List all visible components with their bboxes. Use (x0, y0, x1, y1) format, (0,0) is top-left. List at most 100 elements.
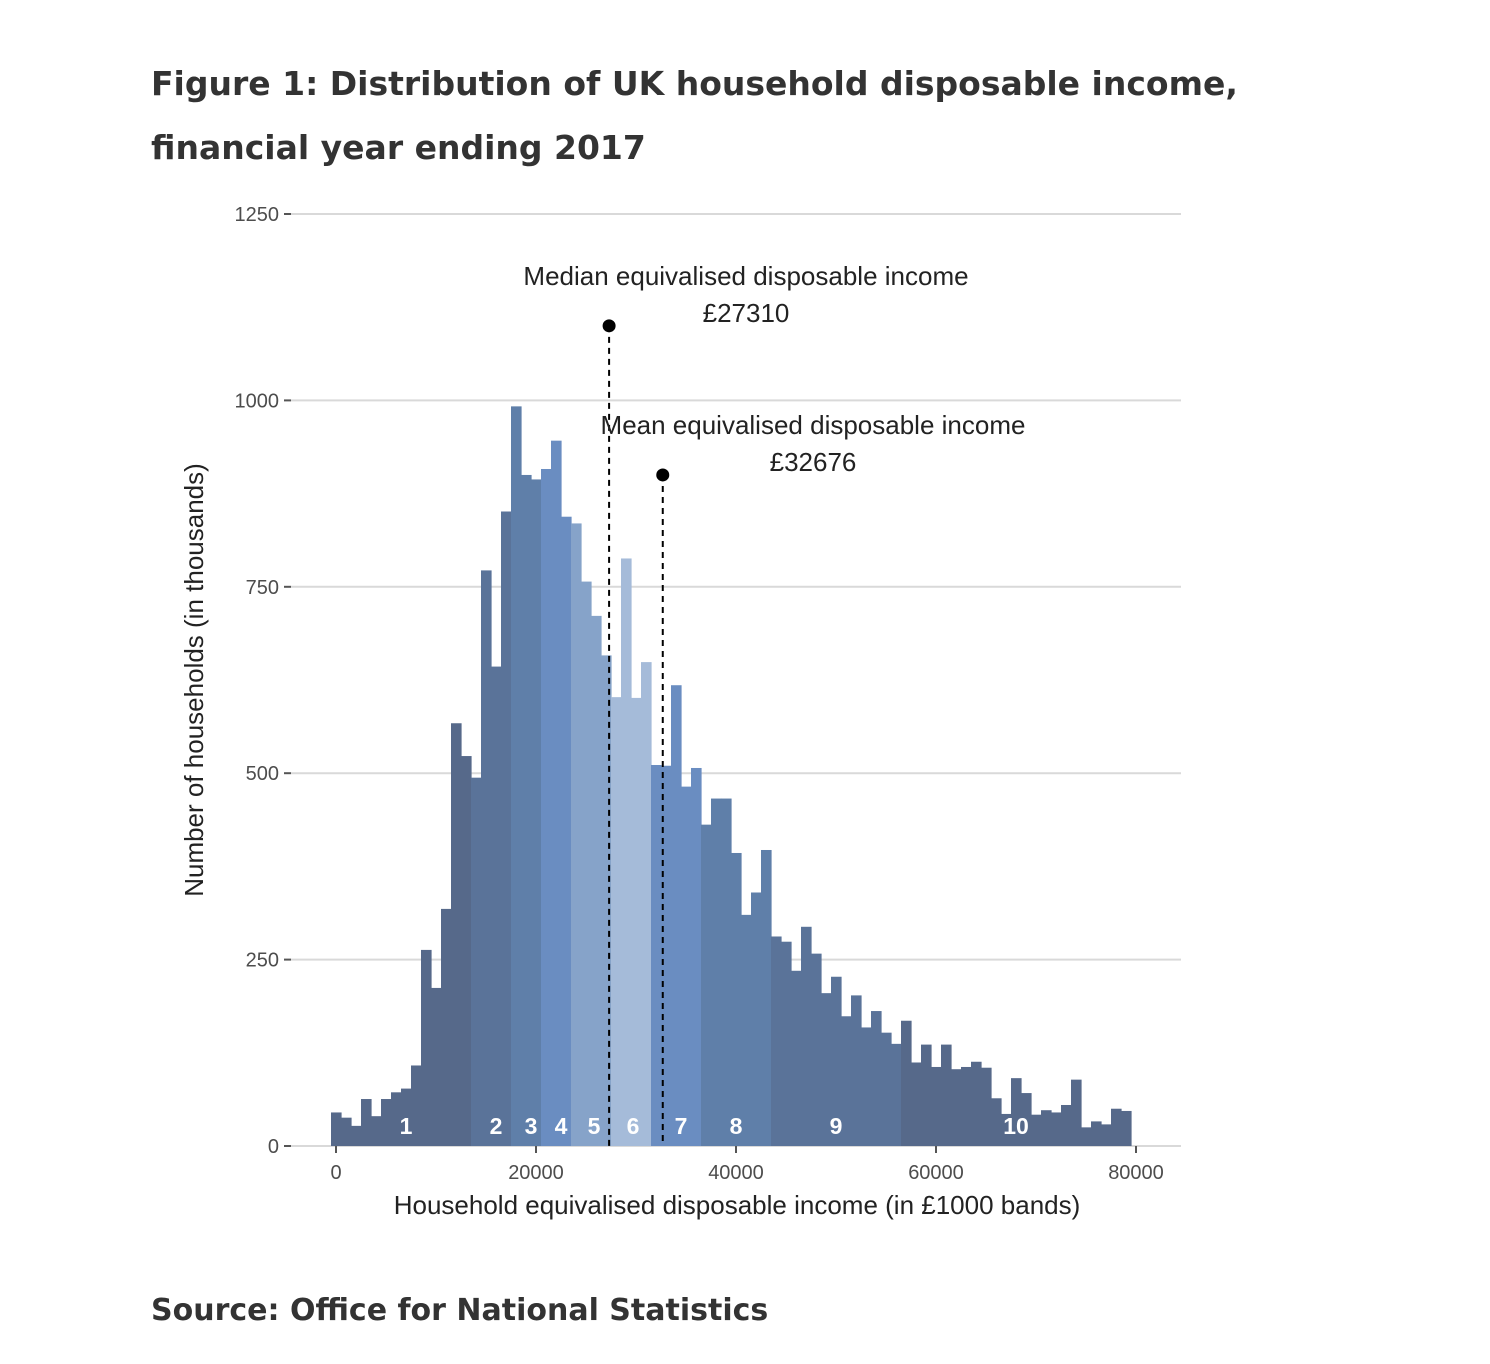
histogram-bar (661, 765, 672, 1146)
histogram-bar (751, 892, 762, 1146)
histogram-bar (361, 1099, 372, 1146)
y-tick-label: 0 (268, 1136, 279, 1158)
histogram-bar (581, 581, 592, 1146)
x-tick-label: 80000 (1108, 1162, 1164, 1184)
decile-label: 8 (730, 1113, 743, 1139)
decile-label: 5 (588, 1113, 601, 1139)
histogram-bar (1061, 1104, 1072, 1146)
mean-annotation-label: Mean equivalised disposable income (601, 410, 1026, 440)
histogram-bar (611, 697, 622, 1146)
histogram-bar (1031, 1114, 1042, 1146)
histogram-bar (1121, 1110, 1132, 1146)
histogram-bar (421, 949, 432, 1146)
histogram-bar (631, 697, 642, 1146)
histogram-bar (471, 777, 482, 1146)
histogram-bar (681, 786, 692, 1146)
decile-label: 10 (1003, 1113, 1029, 1139)
figure-title: Figure 1: Distribution of UK household d… (151, 64, 1238, 167)
histogram-bar (511, 406, 522, 1146)
histogram-bar (1081, 1127, 1092, 1146)
histogram-bar (1021, 1093, 1032, 1146)
decile-labels: 1 2 3 4 5 6 7 8 9 10 (400, 1113, 1029, 1139)
histogram-bar (481, 570, 492, 1146)
decile-label: 4 (555, 1113, 568, 1139)
y-tick-label: 1000 (235, 390, 280, 412)
histogram-bar (901, 1020, 912, 1146)
histogram-bar (721, 798, 732, 1146)
histogram-bar (811, 953, 822, 1146)
histogram-bar (331, 1112, 342, 1146)
histogram-bar (561, 516, 572, 1146)
histogram-bar (1111, 1108, 1122, 1146)
histogram-bar (381, 1099, 392, 1146)
histogram-bar (601, 655, 612, 1146)
histogram-bar (591, 615, 602, 1146)
mean-marker (656, 468, 670, 482)
histogram-bar (341, 1117, 352, 1146)
histogram-bar (441, 908, 452, 1146)
histogram-bar (831, 976, 842, 1146)
histogram-bar (1041, 1110, 1052, 1146)
histogram-bar (931, 1066, 942, 1146)
histogram-bar (521, 474, 532, 1147)
x-tick-label: 20000 (508, 1162, 564, 1184)
histogram-bar (891, 1043, 902, 1146)
histogram-bar (981, 1067, 992, 1146)
decile-label: 7 (675, 1113, 688, 1139)
histogram-bar (911, 1062, 922, 1146)
histogram-bar (1011, 1078, 1022, 1146)
histogram-bar (1001, 1113, 1012, 1146)
histogram-bar (941, 1044, 952, 1146)
decile-label: 2 (490, 1113, 503, 1139)
histogram-bar (501, 511, 512, 1146)
histogram-bar (571, 523, 582, 1146)
histogram-bar (621, 558, 632, 1146)
histogram-bar (991, 1098, 1002, 1146)
y-tick-label: 500 (246, 763, 279, 785)
histogram-bar (671, 685, 682, 1146)
histogram-bar (491, 666, 502, 1146)
decile-label: 9 (830, 1113, 843, 1139)
source-line: Source: Office for National Statistics (151, 1293, 768, 1328)
histogram-bar (451, 723, 462, 1146)
histogram-bar (731, 852, 742, 1146)
source-text: Office for National Statistics (289, 1293, 769, 1328)
histogram-bar (551, 440, 562, 1146)
histogram-bar (1091, 1121, 1102, 1146)
histogram-bar (861, 1027, 872, 1146)
histogram-bar (851, 995, 862, 1146)
histogram-bar (871, 1011, 882, 1146)
median-annotation-label: Median equivalised disposable income (523, 261, 968, 291)
histogram-bar (821, 993, 832, 1146)
histogram-bar (1051, 1112, 1062, 1146)
histogram-bar (371, 1116, 382, 1146)
decile-label: 1 (400, 1113, 413, 1139)
histogram-bar (651, 764, 662, 1146)
histogram-bar (641, 662, 652, 1146)
axes: 0 250 500 750 1000 1250 0 20000 40000 60000 80000 H… (179, 204, 1164, 1220)
histogram-bar (1101, 1124, 1112, 1146)
histogram-bar (771, 936, 782, 1146)
histogram-bar (401, 1088, 412, 1146)
histogram-bar (691, 767, 702, 1146)
histogram-bar (951, 1069, 962, 1146)
histogram-bar (431, 987, 442, 1146)
histogram-bar (711, 798, 722, 1146)
y-axis-title: Number of households (in thousands) (179, 463, 209, 897)
decile-label: 3 (525, 1113, 538, 1139)
histogram-bar (1071, 1079, 1082, 1146)
histogram-bar (461, 756, 472, 1146)
histogram-bar (411, 1065, 422, 1146)
histogram-bars (331, 406, 1132, 1147)
x-tick-label: 0 (330, 1162, 341, 1184)
median-marker (602, 319, 616, 333)
histogram-bar (971, 1061, 982, 1146)
y-tick-label: 250 (246, 950, 279, 972)
histogram-bar (921, 1044, 932, 1146)
histogram-bar (701, 824, 712, 1146)
annotations: Median equivalised disposable income £273… (523, 261, 1025, 1146)
median-annotation-value: £27310 (703, 298, 790, 328)
histogram-bar (541, 468, 552, 1146)
y-tick-label: 1250 (235, 204, 280, 226)
